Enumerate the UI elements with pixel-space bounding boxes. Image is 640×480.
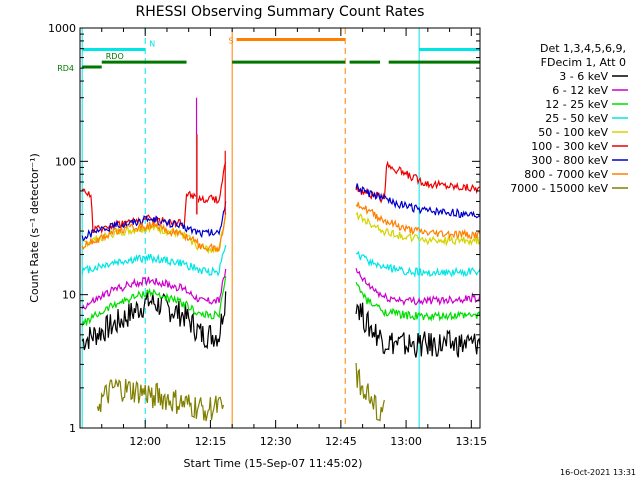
legend-label-8: 7000 - 15000 keV <box>510 182 608 195</box>
legend-label-6: 300 - 800 keV <box>531 154 608 167</box>
series-line-8-seg1 <box>96 378 225 422</box>
legend-label-7: 800 - 7000 keV <box>524 168 608 181</box>
legend-label-2: 12 - 25 keV <box>545 98 608 111</box>
x-tick-label-5: 13:15 <box>455 435 487 448</box>
series-line-4-seg2 <box>355 211 481 247</box>
series-line-5-seg1 <box>81 162 227 235</box>
axes: 12:00 12:15 12:30 12:45 13:00 13:15 1 10 100 1000 <box>48 22 487 448</box>
series-line-2-seg2 <box>355 281 481 322</box>
legend-label-0: 3 - 6 keV <box>559 70 608 83</box>
flag-label-4: S <box>229 36 234 45</box>
x-tick-label-4: 13:00 <box>390 435 422 448</box>
x-tick-label-0: 12:00 <box>129 435 161 448</box>
series-line-8-seg2 <box>355 362 385 422</box>
footer-date: 16-Oct-2021 13:31 <box>560 468 636 477</box>
series-line-1-seg1 <box>81 268 227 310</box>
series-line-0-seg2 <box>355 302 481 358</box>
flag-label-2: RDO <box>106 52 124 61</box>
x-tick-label-1: 12:15 <box>195 435 227 448</box>
series-line-5-seg2 <box>355 160 480 204</box>
series-line-0-seg1 <box>81 290 227 351</box>
series-line-7-seg2 <box>355 202 481 240</box>
y-axis-label: Count Rate (s⁻¹ detector⁻¹) <box>28 153 41 303</box>
series-line-1-seg2 <box>355 268 481 307</box>
y-tick-label-0: 1 <box>69 422 76 435</box>
legend-label-4: 50 - 100 keV <box>538 126 608 139</box>
series-line-6-seg2 <box>355 183 481 219</box>
y-tick-label-3: 1000 <box>48 22 76 35</box>
flag-label-3: RD4 <box>57 64 74 73</box>
legend-header-line-2: FDecim 1, Att 0 <box>541 56 626 69</box>
flag-label-0: N <box>149 39 155 48</box>
legend: Det 1,3,4,5,6,9, FDecim 1, Att 0 3 - 6 k… <box>510 42 628 195</box>
series-line-2-seg1 <box>81 276 227 327</box>
series-line-3-seg2 <box>356 250 481 279</box>
x-tick-label-3: 12:45 <box>325 435 357 448</box>
y-tick-label-2: 100 <box>55 155 76 168</box>
chart-title: RHESSI Observing Summary Count Rates <box>136 4 425 20</box>
x-axis-label: Start Time (15-Sep-07 11:45:02) <box>184 457 363 470</box>
series-line-3-seg1 <box>81 244 227 277</box>
y-tick-label-1: 10 <box>62 289 76 302</box>
series-line-6-seg1 <box>81 201 227 242</box>
plot-area: N RDO RD4 S <box>57 28 481 428</box>
legend-label-3: 25 - 50 keV <box>545 112 608 125</box>
legend-label-5: 100 - 300 keV <box>531 140 608 153</box>
plot-frame <box>79 27 481 429</box>
legend-label-1: 6 - 12 keV <box>552 84 608 97</box>
legend-header-line-1: Det 1,3,4,5,6,9, <box>540 42 626 55</box>
series-line-7-seg1 <box>81 213 227 253</box>
x-tick-label-2: 12:30 <box>260 435 292 448</box>
